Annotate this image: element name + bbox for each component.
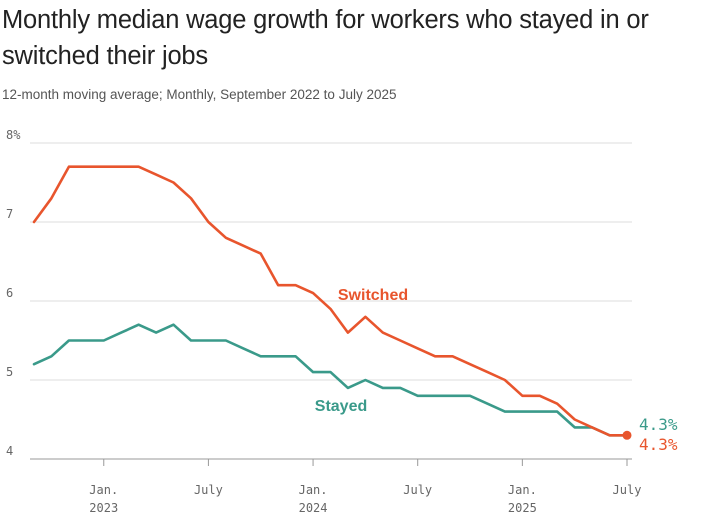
end-label-stayed: 4.3% (639, 415, 678, 434)
x-tick-label: Jan. (508, 483, 537, 497)
chart-subtitle: 12-month moving average; Monthly, Septem… (2, 87, 397, 102)
end-label-switched: 4.3% (639, 435, 678, 454)
chart-title: Monthly median wage growth for workers w… (2, 6, 649, 70)
y-tick-label: 6 (6, 286, 13, 300)
x-tick-label: July (403, 483, 432, 497)
x-tick-label: July (194, 483, 223, 497)
x-tick-label: Jan. (89, 483, 118, 497)
series-label-stayed: Stayed (315, 398, 367, 415)
series-lines (32, 165, 632, 440)
point-switched (622, 430, 632, 440)
x-tick-year: 2024 (299, 501, 328, 515)
x-tick-year: 2023 (89, 501, 118, 515)
series-label-switched: Switched (338, 287, 408, 304)
y-tick-label: 4 (6, 444, 13, 458)
series-labels: Switched Stayed 4.3%4.3% (315, 287, 678, 454)
y-tick-label: 7 (6, 207, 13, 221)
y-tick-label: 8% (6, 128, 21, 142)
grid-lines: 4 5 6 7 8% (6, 128, 632, 460)
x-tick-label: Jan. (299, 483, 328, 497)
x-axis: Jan. 2023 July Jan. 2024 July Jan. 2025 July (89, 459, 641, 515)
y-tick-label: 5 (6, 365, 13, 379)
x-tick-label: July (613, 483, 642, 497)
x-tick-year: 2025 (508, 501, 537, 515)
